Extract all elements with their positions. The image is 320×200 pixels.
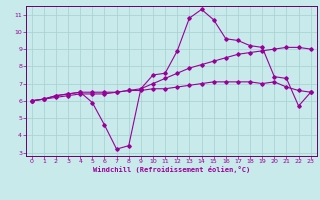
X-axis label: Windchill (Refroidissement éolien,°C): Windchill (Refroidissement éolien,°C) [92,166,250,173]
